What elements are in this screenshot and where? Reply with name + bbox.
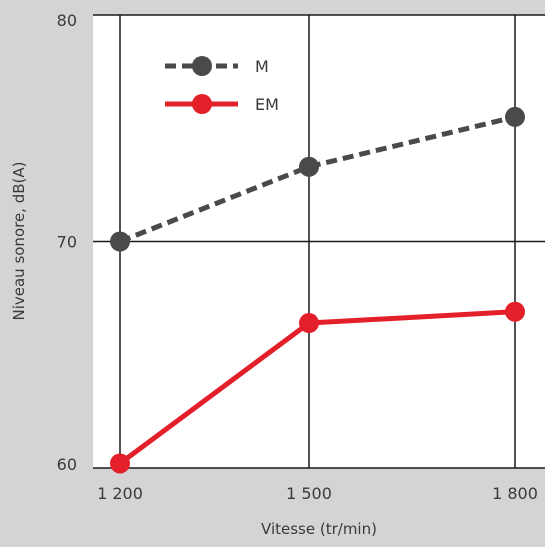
legend: M EM — [165, 56, 279, 114]
data-point — [299, 313, 319, 334]
data-point — [505, 301, 525, 322]
legend-marker — [192, 94, 212, 114]
x-axis-ticks: 1 200 1 500 1 800 — [97, 484, 538, 503]
legend-marker — [192, 56, 212, 76]
y-tick-label: 60 — [57, 455, 77, 474]
x-tick-label: 1 200 — [97, 484, 143, 503]
series-m — [110, 106, 525, 252]
series-line — [119, 114, 516, 244]
legend-item-em: EM — [165, 94, 279, 114]
data-point — [505, 106, 525, 127]
y-tick-label: 70 — [57, 233, 77, 252]
legend-label: M — [255, 57, 269, 76]
data-point — [110, 231, 130, 252]
series-em — [110, 301, 525, 474]
x-tick-label: 1 500 — [286, 484, 332, 503]
grid-lines — [93, 14, 545, 469]
y-tick-label: 80 — [57, 11, 77, 30]
data-point — [110, 453, 130, 474]
x-tick-label: 1 800 — [492, 484, 538, 503]
series-layer — [110, 106, 525, 474]
legend-item-m: M — [165, 56, 269, 76]
x-axis-title: Vitesse (tr/min) — [261, 520, 377, 538]
y-axis-ticks: 60 70 80 — [57, 11, 77, 474]
y-axis-title: Niveau sonore, dB(A) — [10, 161, 28, 320]
legend-label: EM — [255, 95, 279, 114]
data-point — [299, 156, 319, 177]
